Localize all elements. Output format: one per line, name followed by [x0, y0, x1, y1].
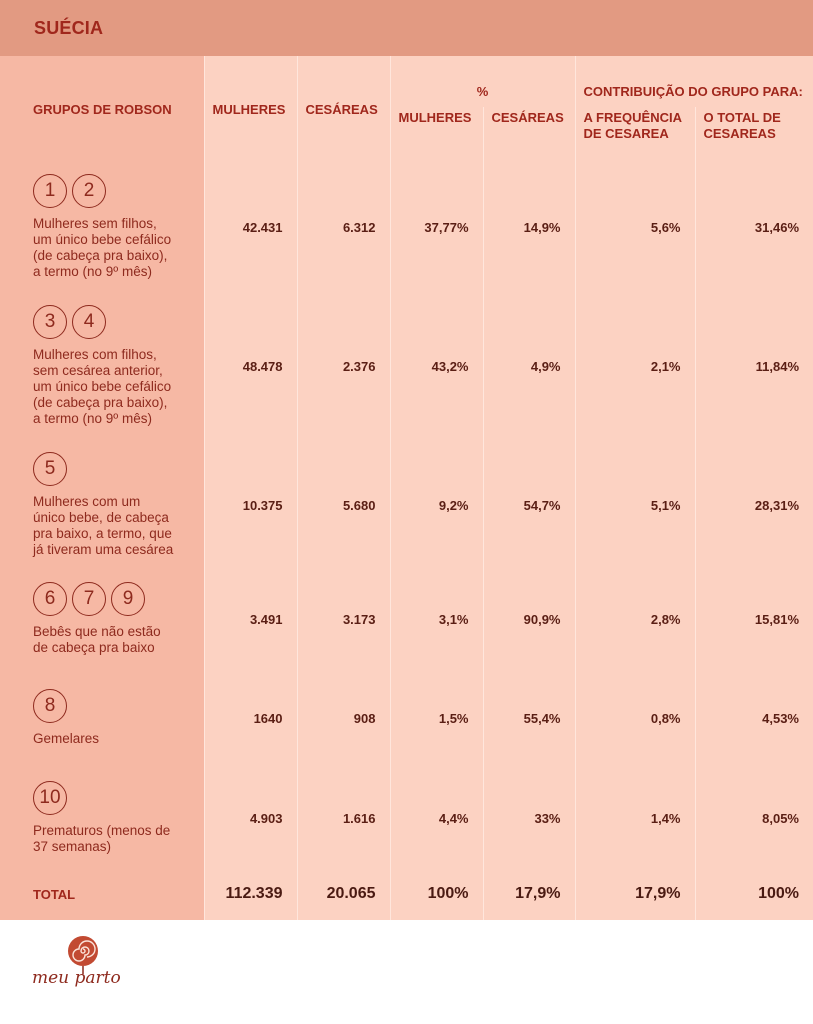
cell-total: 28,31% [694, 440, 813, 570]
cell-pct-cesareas: 54,7% [482, 440, 575, 570]
total-pct-cesareas: 17,9% [482, 868, 575, 920]
cell-pct-mulheres: 1,5% [389, 668, 483, 768]
cell-total: 11,84% [694, 292, 813, 440]
group-number-badge: 4 [72, 305, 106, 339]
group-cell: 1 2 Mulheres sem filhos, um único bebe cef… [0, 162, 204, 292]
cell-cesareas: 1.616 [296, 768, 390, 868]
cell-pct-cesareas: 90,9% [482, 570, 575, 668]
cell-cesareas: 6.312 [296, 162, 390, 292]
meu-parto-logo: meu parto [32, 934, 142, 998]
cell-frequencia: 1,4% [574, 768, 695, 868]
group-number-badge: 9 [111, 582, 145, 616]
cell-frequencia: 5,6% [574, 162, 695, 292]
group-description: Gemelares [33, 731, 100, 746]
cell-mulheres: 3.491 [203, 570, 297, 668]
cell-mulheres: 42.431 [203, 162, 297, 292]
cell-pct-mulheres: 9,2% [389, 440, 483, 570]
group-description: Mulheres sem filhos, um único bebe cefál… [33, 216, 172, 279]
group-cell: 6 7 9 Bebês que não estão de cabeça pra bai… [0, 570, 204, 668]
group-description: Bebês que não estão de cabeça pra baixo [33, 624, 161, 655]
total-cesareas: 20.065 [296, 868, 390, 920]
table-row: 10 Prematuros (menos de 37 semanas) 4.903 1… [0, 768, 813, 868]
cell-pct-mulheres: 43,2% [389, 292, 483, 440]
cell-frequencia: 2,8% [574, 570, 695, 668]
cell-cesareas: 3.173 [296, 570, 390, 668]
cell-frequencia: 2,1% [574, 292, 695, 440]
header-pct-cesareas: CESÁREAS [482, 107, 575, 162]
header-row-top: GRUPOS DE ROBSON MULHERES CESÁREAS % CON… [0, 56, 813, 162]
group-number-badge: 5 [33, 452, 67, 486]
group-number-badge: 1 [33, 174, 67, 208]
header-mulheres: MULHERES [203, 56, 297, 162]
group-cell: 10 Prematuros (menos de 37 semanas) [0, 768, 204, 868]
cell-frequencia: 5,1% [574, 440, 695, 570]
total-mulheres: 112.339 [203, 868, 297, 920]
header-pct-mulheres: MULHERES [389, 107, 483, 162]
cell-cesareas: 908 [296, 668, 390, 768]
total-frequencia: 17,9% [574, 868, 695, 920]
table-row: 8 Gemelares 1640 908 1,5% 55,4% 0,8% 4,53% [0, 668, 813, 768]
cell-pct-cesareas: 55,4% [482, 668, 575, 768]
cell-total: 4,53% [694, 668, 813, 768]
group-number-badge: 2 [72, 174, 106, 208]
group-description: Mulheres com um único bebe, de cabeça pr… [33, 494, 174, 557]
total-total: 100% [694, 868, 813, 920]
header-contribuicao: CONTRIBUIÇÃO DO GRUPO PARA: [574, 56, 813, 107]
header-total-cesareas: O TOTAL DE CESAREAS [694, 107, 813, 162]
table-row: 5 Mulheres com um único bebe, de cabeça p… [0, 440, 813, 570]
header-grupos: GRUPOS DE ROBSON [0, 56, 204, 162]
title-bar: SUÉCIA [0, 0, 813, 56]
table-row: 1 2 Mulheres sem filhos, um único bebe cef… [0, 162, 813, 292]
cell-mulheres: 4.903 [203, 768, 297, 868]
group-badges: 10 [33, 781, 198, 815]
group-cell: 3 4 Mulheres com filhos, sem cesárea anter… [0, 292, 204, 440]
header-percent: % [389, 56, 575, 107]
group-cell: 5 Mulheres com um único bebe, de cabeça p… [0, 440, 204, 570]
cell-pct-mulheres: 4,4% [389, 768, 483, 868]
group-badges: 8 [33, 689, 198, 723]
cell-total: 31,46% [694, 162, 813, 292]
cell-pct-cesareas: 14,9% [482, 162, 575, 292]
logo-text: meu parto [32, 968, 121, 988]
table-row: 3 4 Mulheres com filhos, sem cesárea anter… [0, 292, 813, 440]
group-number-badge: 3 [33, 305, 67, 339]
cell-frequencia: 0,8% [574, 668, 695, 768]
header-frequencia: A FREQUÊNCIA DE CESAREA [574, 107, 695, 162]
cell-pct-cesareas: 4,9% [482, 292, 575, 440]
spiral-heart-icon [68, 936, 98, 974]
cell-pct-mulheres: 37,77% [389, 162, 483, 292]
header-cesareas: CESÁREAS [296, 56, 390, 162]
group-description: Mulheres com filhos, sem cesárea anterio… [33, 347, 172, 426]
total-label: TOTAL [0, 868, 204, 920]
cell-mulheres: 10.375 [203, 440, 297, 570]
table-row: 6 7 9 Bebês que não estão de cabeça pra bai… [0, 570, 813, 668]
group-number-badge: 6 [33, 582, 67, 616]
total-pct-mulheres: 100% [389, 868, 483, 920]
cell-total: 8,05% [694, 768, 813, 868]
cell-cesareas: 5.680 [296, 440, 390, 570]
cell-mulheres: 1640 [203, 668, 297, 768]
cell-pct-mulheres: 3,1% [389, 570, 483, 668]
group-number-badge: 8 [33, 689, 67, 723]
header-row-sub: MULHERES CESÁREAS A FREQUÊNCIA DE CESARE… [0, 107, 813, 162]
group-cell: 8 Gemelares [0, 668, 204, 768]
robson-table: GRUPOS DE ROBSON MULHERES CESÁREAS % CON… [0, 56, 813, 920]
group-description: Prematuros (menos de 37 semanas) [33, 823, 171, 854]
group-badges: 5 [33, 452, 198, 486]
cell-mulheres: 48.478 [203, 292, 297, 440]
cell-total: 15,81% [694, 570, 813, 668]
page-title: SUÉCIA [34, 17, 104, 38]
cell-cesareas: 2.376 [296, 292, 390, 440]
group-number-badge: 7 [72, 582, 106, 616]
total-row: TOTAL 112.339 20.065 100% 17,9% 17,9% 100% [0, 868, 813, 920]
cell-pct-cesareas: 33% [482, 768, 575, 868]
group-number-badge: 10 [33, 781, 67, 815]
